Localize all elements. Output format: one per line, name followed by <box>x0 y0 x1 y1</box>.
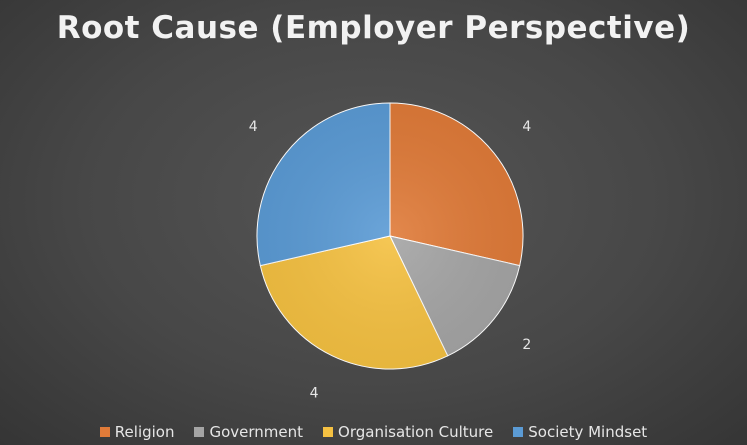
legend-label-government: Government <box>209 423 304 441</box>
legend-item-society-mindset: Society Mindset <box>513 423 647 441</box>
data-label-organisation-culture: 4 <box>310 386 319 402</box>
legend-swatch-religion <box>99 427 110 437</box>
data-label-society-mindset: 4 <box>249 119 258 135</box>
legend-item-organisation-culture: Organisation Culture <box>323 423 493 441</box>
legend-swatch-organisation-culture <box>323 427 334 437</box>
legend: Religion Government Organisation Culture So… <box>0 423 747 441</box>
legend-swatch-society-mindset <box>513 427 524 437</box>
legend-item-government: Government <box>194 423 303 441</box>
legend-item-religion: Religion <box>99 423 175 441</box>
data-label-government: 2 <box>522 337 531 353</box>
legend-label-society-mindset: Society Mindset <box>528 423 648 441</box>
legend-label-organisation-culture: Organisation Culture <box>338 423 494 441</box>
legend-label-religion: Religion <box>114 423 175 441</box>
chart-title: Root Cause (Employer Perspective) <box>56 10 691 46</box>
legend-swatch-government <box>194 427 205 437</box>
data-label-religion: 4 <box>522 119 531 135</box>
